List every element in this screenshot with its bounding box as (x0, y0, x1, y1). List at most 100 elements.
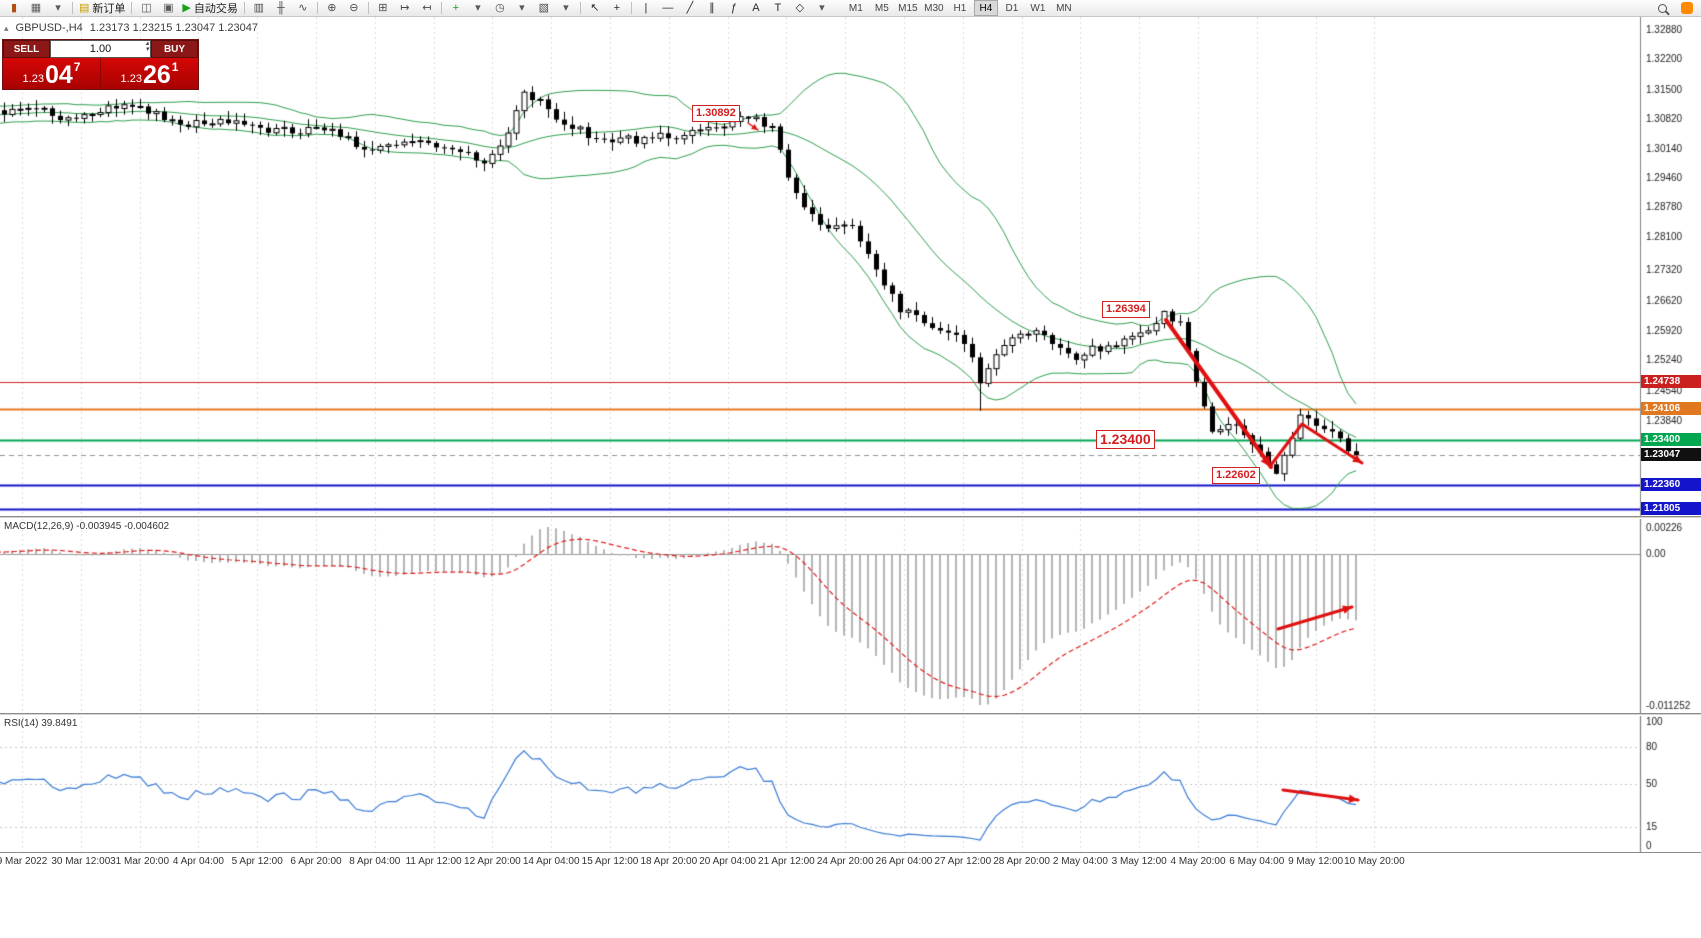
profiles-button[interactable]: ▦ (25, 0, 47, 17)
periods-button[interactable]: ◷ (489, 0, 511, 17)
volume-stepper[interactable]: ▴ ▾ (145, 40, 149, 53)
new-chart-button[interactable]: ▮ (3, 0, 25, 17)
timeframe-m30-button[interactable]: M30 (924, 2, 944, 14)
bid-price-big: 04 (44, 61, 73, 89)
time-axis-label: 6 Apr 20:00 (290, 856, 342, 867)
price-level-tag: 1.23047 (1641, 448, 1701, 461)
vertical-line-button[interactable]: | (635, 0, 657, 17)
candlestick-chart-type-icon: ╫ (276, 1, 285, 14)
timeframe-mn-button[interactable]: MN (1056, 2, 1072, 14)
toolbar-separator (131, 2, 133, 14)
volume-up-icon[interactable]: ▴ (145, 40, 149, 47)
rsi-panel-canvas[interactable] (0, 716, 1701, 852)
volume-down-icon[interactable]: ▾ (145, 46, 149, 53)
profiles-dropdown-icon: ▾ (55, 1, 61, 14)
crosshair-button[interactable]: + (606, 0, 628, 17)
arrows-shapes-button[interactable]: ◇ (789, 0, 811, 17)
crosshair-icon: + (613, 1, 621, 14)
trendline-button[interactable]: ╱ (679, 0, 701, 17)
sell-button[interactable]: SELL (3, 40, 50, 58)
profiles-dropdown-button[interactable]: ▾ (47, 0, 69, 17)
one-click-trading-panel: SELL 1.00 ▴ ▾ BUY 1.23 04 7 1.23 26 1 (2, 39, 199, 90)
panel-separator[interactable] (0, 516, 1701, 519)
time-axis[interactable]: 9 Mar 2022 30 Mar 12:00 31 Mar 20:00 4 Apr … (0, 852, 1701, 871)
price-level-tag: 1.21805 (1641, 502, 1701, 515)
macd-panel-canvas[interactable] (0, 519, 1701, 713)
time-axis-label: 20 Apr 04:00 (699, 856, 756, 867)
timeframe-m15-button[interactable]: M15 (898, 2, 918, 14)
templates-icon: ▧ (538, 1, 550, 14)
text-label-icon: T (774, 1, 782, 14)
price-level-tag: 1.23400 (1641, 433, 1701, 446)
zoom-in-icon: ⊕ (327, 1, 337, 14)
price-level-tag: 1.22360 (1641, 478, 1701, 491)
auto-trading-label: 自动交易 (193, 3, 238, 15)
brand-badge-icon (1681, 2, 1693, 14)
price-annotation: 1.22602 (1212, 467, 1260, 484)
search-button[interactable] (1651, 0, 1673, 17)
zoom-out-button[interactable]: ⊖ (343, 0, 365, 17)
timeframe-m5-button[interactable]: M5 (874, 2, 889, 14)
channel-button[interactable]: ∥ (701, 0, 723, 17)
chart-shift-button[interactable]: ↤ (416, 0, 438, 17)
channel-icon: ∥ (709, 1, 715, 14)
timeframe-m1-button[interactable]: M1 (848, 2, 863, 14)
periods-dropdown-icon: ▾ (519, 1, 525, 14)
one-click-prices: 1.23 04 7 1.23 26 1 (3, 58, 198, 89)
timeframe-d1-button[interactable]: D1 (1005, 2, 1019, 14)
time-axis-label: 5 Apr 12:00 (231, 856, 283, 867)
cursor-button[interactable]: ↖ (584, 0, 606, 17)
horizontal-line-button[interactable]: — (657, 0, 679, 17)
price-chart-canvas[interactable] (0, 17, 1701, 516)
periods-dropdown-button[interactable]: ▾ (511, 0, 533, 17)
tile-windows-icon: ⊞ (378, 1, 388, 14)
market-watch-button[interactable]: ◫ (135, 0, 157, 17)
shapes-dropdown-button[interactable]: ▾ (811, 0, 833, 17)
templates-button[interactable]: ▧ (533, 0, 555, 17)
time-axis-label: 30 Mar 12:00 (51, 856, 111, 867)
time-axis-label: 12 Apr 20:00 (464, 856, 521, 867)
chart-window-button[interactable]: ▣ (157, 0, 179, 17)
arrows-shapes-icon: ◇ (795, 1, 805, 14)
timeframe-h4-button[interactable]: H4 (973, 0, 998, 16)
one-click-header: SELL 1.00 ▴ ▾ BUY (3, 40, 198, 58)
templates-dropdown-button[interactable]: ▾ (555, 0, 577, 17)
ask-price-small: 1.23 (120, 73, 142, 85)
bid-price[interactable]: 1.23 04 7 (3, 58, 100, 89)
toolbar-separator (630, 2, 632, 14)
vertical-line-icon: | (644, 1, 648, 14)
time-axis-label: 9 Mar 2022 (0, 856, 48, 867)
indicators-button[interactable]: + (445, 0, 467, 17)
zoom-in-button[interactable]: ⊕ (321, 0, 343, 17)
time-axis-label: 3 May 12:00 (1111, 856, 1167, 867)
panel-separator[interactable] (0, 713, 1701, 716)
new-order-button[interactable]: ▤ 新订单 (76, 0, 128, 17)
ask-price[interactable]: 1.23 26 1 (101, 58, 198, 89)
price-level-tag: 1.24106 (1641, 402, 1701, 415)
text-label-button[interactable]: T (767, 0, 789, 17)
time-axis-label: 31 Mar 20:00 (110, 856, 170, 867)
timeframe-w1-button[interactable]: W1 (1030, 2, 1046, 14)
tile-windows-button[interactable]: ⊞ (372, 0, 394, 17)
timeframe-toolbar: M1 M5 M15 M30 H1 H4 D1 W1 MN (843, 0, 1077, 16)
text-button[interactable]: A (745, 0, 767, 17)
chart-window: 9 Mar 2022 30 Mar 12:00 31 Mar 20:00 4 Apr … (0, 17, 1701, 938)
time-axis-label: 28 Apr 20:00 (993, 856, 1050, 867)
auto-trading-button[interactable]: ▶ 自动交易 (179, 0, 240, 17)
fibonacci-button[interactable]: ƒ (723, 0, 745, 17)
candlestick-chart-type-button[interactable]: ╫ (270, 0, 292, 17)
price-annotation: 1.23400 (1096, 430, 1155, 449)
time-axis-label: 4 May 20:00 (1170, 856, 1226, 867)
price-annotation: 1.30892 (692, 105, 740, 122)
time-axis-label: 15 Apr 12:00 (581, 856, 639, 867)
search-icon (1657, 3, 1667, 13)
collapse-panel-icon[interactable]: ▴ (4, 22, 9, 33)
buy-button[interactable]: BUY (151, 40, 198, 58)
main-toolbar: ▮ ▦ ▾ ▤ 新订单 ◫ ▣ ▶ 自动交易 ▥ ╫ ∿ ⊕ ⊖ ⊞ ↦ ↤ + ▾ ◷ ▾ ▧ ▾ ↖ + | — ╱ ∥ ƒ A T ◇ ▾ … (0, 0, 1701, 17)
volume-field[interactable]: 1.00 ▴ ▾ (50, 40, 151, 58)
bar-chart-type-button[interactable]: ▥ (248, 0, 270, 17)
timeframe-h1-button[interactable]: H1 (953, 2, 967, 14)
auto-scroll-button[interactable]: ↦ (394, 0, 416, 17)
line-chart-type-button[interactable]: ∿ (292, 0, 314, 17)
indicators-dropdown-button[interactable]: ▾ (467, 0, 489, 17)
